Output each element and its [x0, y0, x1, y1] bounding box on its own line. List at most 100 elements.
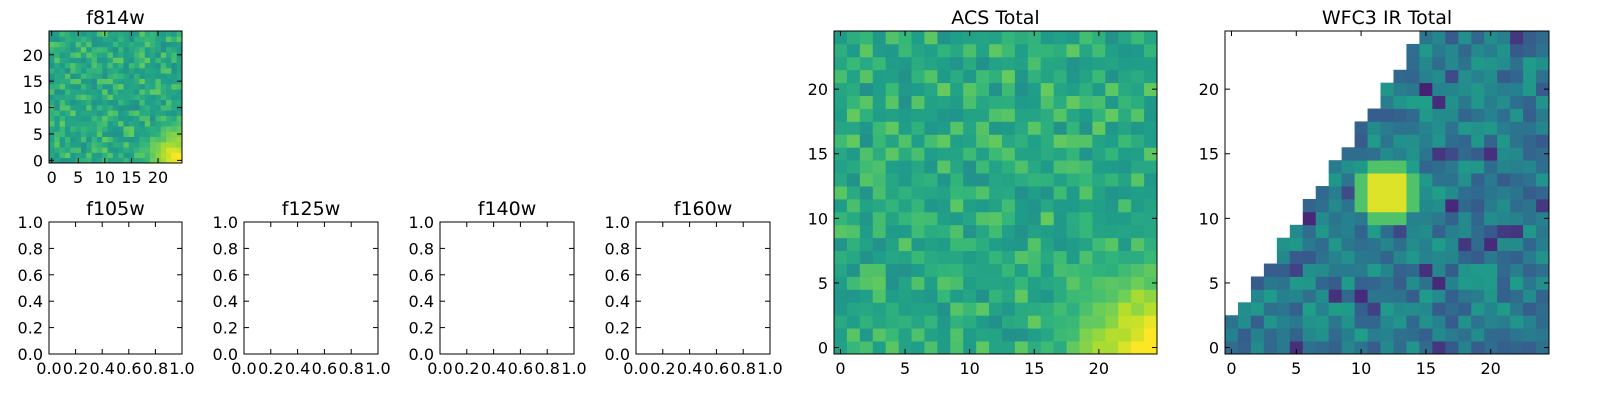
- heatmap-cell: [898, 224, 912, 239]
- heatmap-cell: [123, 131, 130, 137]
- heatmap-cell: [118, 57, 124, 64]
- heatmap-cell: [924, 302, 938, 316]
- heatmap-cell: [96, 83, 103, 90]
- heatmap-cell: [1393, 95, 1407, 109]
- heatmap-cell: [1419, 198, 1433, 213]
- heatmap-cell: [1027, 198, 1042, 213]
- heatmap-cell: [1105, 211, 1119, 226]
- heatmap-cell: [1341, 315, 1355, 329]
- heatmap-cell: [54, 31, 61, 37]
- y-tick-label: 0.4: [213, 292, 238, 311]
- heatmap-cell: [1523, 198, 1537, 213]
- heatmap-cell: [1328, 237, 1343, 252]
- heatmap-cell: [911, 237, 925, 252]
- heatmap-cell: [1066, 69, 1080, 84]
- heatmap-cell: [59, 36, 66, 42]
- heatmap-cell: [1118, 263, 1132, 277]
- heatmap-cell: [1014, 315, 1029, 329]
- x-tick-label: 0.2: [63, 359, 88, 378]
- heatmap-cell: [102, 67, 108, 74]
- heatmap-cell: [144, 83, 151, 90]
- heatmap-cell: [1053, 43, 1067, 58]
- heatmap-cell: [75, 110, 82, 116]
- heatmap-cell: [898, 237, 912, 252]
- heatmap-cell: [1315, 224, 1330, 239]
- heatmap-cell: [950, 95, 964, 109]
- heatmap-cell: [834, 43, 848, 58]
- heatmap-cell: [107, 110, 114, 116]
- y-tick-label: 5: [33, 125, 43, 144]
- heatmap-cell: [1118, 224, 1132, 239]
- heatmap-cell: [1014, 263, 1029, 277]
- heatmap-cell: [911, 224, 925, 239]
- heatmap-cell: [1380, 276, 1394, 290]
- heatmap-cell: [64, 147, 71, 153]
- heatmap-cell: [911, 211, 925, 226]
- heatmap-cell: [1014, 237, 1029, 252]
- heatmap-cell: [1105, 31, 1119, 45]
- heatmap-cell: [846, 263, 861, 277]
- heatmap-cell: [102, 62, 108, 69]
- heatmap-cell: [872, 108, 887, 122]
- heatmap-cell: [1079, 328, 1093, 342]
- heatmap-cell: [1497, 341, 1511, 355]
- heatmap-cell: [885, 315, 899, 329]
- heatmap-cell: [950, 211, 964, 226]
- heatmap-cell: [1014, 211, 1029, 226]
- heatmap-cell: [176, 83, 183, 90]
- heatmap-cell: [128, 136, 135, 143]
- heatmap-cell: [49, 67, 55, 74]
- heatmap-cell: [134, 67, 140, 74]
- heatmap-cell: [1471, 302, 1485, 316]
- heatmap-cell: [1536, 147, 1550, 161]
- heatmap-cell: [70, 115, 76, 122]
- heatmap-cell: [160, 83, 167, 90]
- heatmap-cell: [872, 198, 887, 213]
- heatmap-cell: [1497, 211, 1511, 226]
- heatmap-cell: [150, 73, 156, 79]
- heatmap-cell: [1367, 328, 1381, 342]
- heatmap-cell: [160, 31, 167, 37]
- heatmap-cell: [1001, 186, 1016, 200]
- x-tick-label: 0: [47, 168, 57, 187]
- heatmap-cell: [834, 237, 848, 252]
- heatmap-cell: [1225, 328, 1239, 342]
- heatmap-cell: [1014, 224, 1029, 239]
- heatmap-cell: [86, 52, 92, 58]
- heatmap-cell: [937, 302, 951, 316]
- heatmap-cell: [898, 43, 912, 58]
- heatmap-cell: [1276, 237, 1291, 252]
- heatmap-cell: [86, 157, 92, 164]
- heatmap-cell: [107, 41, 114, 48]
- heatmap-cell: [1458, 173, 1472, 187]
- heatmap-cell: [1419, 160, 1433, 174]
- heatmap-cell: [171, 120, 178, 127]
- heatmap-cell: [118, 126, 124, 132]
- heatmap-cell: [1027, 108, 1042, 122]
- heatmap-cell: [166, 36, 172, 42]
- heatmap-cell: [176, 73, 183, 79]
- heatmap-cell: [937, 211, 951, 226]
- heatmap-cell: [1302, 211, 1317, 226]
- heatmap-cell: [1419, 263, 1433, 277]
- heatmap-cell: [59, 157, 66, 164]
- heatmap-cell: [1445, 250, 1459, 264]
- heatmap-cell: [898, 134, 912, 148]
- y-tick-label: 1.0: [605, 213, 630, 232]
- heatmap-cell: [1484, 147, 1498, 161]
- heatmap-cell: [1027, 289, 1042, 303]
- heatmap-cell: [1027, 147, 1042, 161]
- heatmap-cell: [107, 115, 114, 122]
- heatmap-cell: [1497, 147, 1511, 161]
- heatmap-cell: [139, 131, 146, 137]
- heatmap-cell: [1225, 315, 1239, 329]
- heatmap-cell: [134, 104, 140, 111]
- heatmap-cell: [1131, 69, 1145, 84]
- y-tick-label: 5: [1209, 274, 1219, 293]
- heatmap-cell: [1471, 43, 1485, 58]
- heatmap-cell: [1471, 147, 1485, 161]
- heatmap-cell: [1393, 121, 1407, 135]
- heatmap-cell: [139, 89, 146, 95]
- heatmap-cell: [1523, 341, 1537, 355]
- heatmap-cell: [846, 31, 861, 45]
